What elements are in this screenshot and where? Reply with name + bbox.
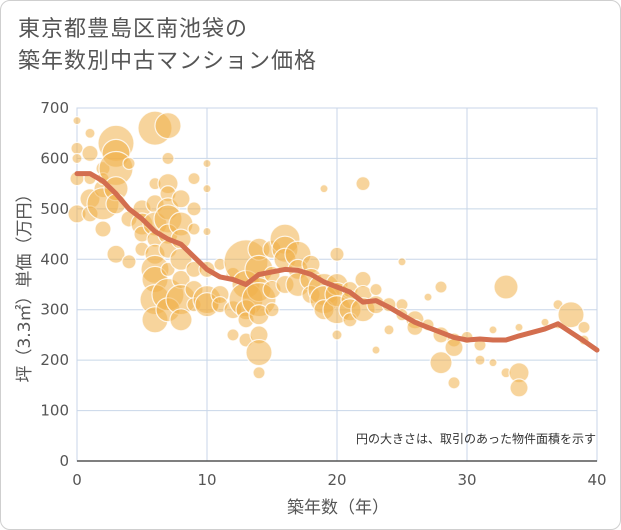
- data-bubble: [122, 156, 136, 171]
- data-bubble: [319, 184, 329, 194]
- data-bubble: [493, 274, 519, 300]
- data-bubble: [84, 127, 96, 139]
- data-bubble: [161, 151, 175, 166]
- data-bubble: [202, 184, 212, 194]
- x-tick-label: 20: [327, 471, 346, 489]
- data-bubble: [81, 144, 99, 162]
- data-bubble: [202, 158, 212, 169]
- data-bubble: [577, 320, 591, 334]
- average-price-line: [74, 171, 600, 353]
- data-bubble: [329, 246, 345, 262]
- y-tick-label: 400: [40, 250, 69, 268]
- y-tick-label: 600: [40, 149, 69, 167]
- y-tick-label: 500: [40, 200, 69, 218]
- data-bubble: [70, 141, 84, 155]
- chart-title-line2: 築年数別中古マンション価格: [18, 49, 318, 74]
- data-bubble: [397, 257, 407, 267]
- data-bubble: [245, 338, 273, 367]
- data-bubble: [72, 116, 82, 126]
- data-bubble: [488, 358, 498, 368]
- x-tick-label: 10: [197, 471, 216, 489]
- axes: 0 100 200 300 400 500 600 700 0 10 20 30 40: [40, 99, 606, 489]
- data-bubble: [371, 345, 381, 355]
- chart-title: 東京都豊島区南池袋の 築年数別中古マンション価格: [18, 14, 317, 78]
- data-bubble: [509, 378, 529, 398]
- data-bubble: [106, 244, 126, 264]
- data-bubble: [434, 280, 448, 294]
- data-bubble: [355, 176, 371, 192]
- data-bubble: [488, 325, 498, 335]
- x-axis-title: 築年数（年）: [287, 498, 389, 518]
- data-bubble: [369, 282, 383, 297]
- y-tick-label: 0: [59, 452, 69, 470]
- x-tick-label: 30: [457, 471, 476, 489]
- data-bubble: [331, 329, 343, 341]
- bubble-layer: [67, 110, 591, 398]
- data-bubble: [171, 189, 191, 209]
- data-bubble: [121, 254, 137, 270]
- data-bubble: [474, 354, 486, 366]
- data-bubble: [444, 337, 464, 358]
- data-bubble: [429, 351, 453, 375]
- y-tick-label: 200: [40, 351, 69, 369]
- data-bubble: [202, 226, 212, 237]
- y-tick-label: 100: [40, 402, 69, 420]
- data-bubble: [514, 322, 524, 332]
- y-tick-label: 700: [40, 99, 69, 117]
- data-bubble: [447, 376, 461, 390]
- data-bubble: [252, 366, 266, 380]
- data-bubble: [557, 301, 585, 329]
- data-bubble: [186, 201, 202, 217]
- y-tick-label: 300: [40, 301, 69, 319]
- data-bubble: [383, 324, 395, 336]
- y-axis-title: 坪（3.3㎡）単価（万円）: [15, 185, 35, 382]
- bubble-size-note: 円の大きさは、取引のあった物件面積を示す: [356, 431, 596, 446]
- x-tick-label: 40: [587, 471, 606, 489]
- data-bubble: [169, 308, 193, 332]
- data-bubble: [154, 112, 182, 140]
- data-bubble: [94, 220, 112, 238]
- data-bubble: [187, 222, 201, 236]
- data-bubble: [423, 292, 433, 302]
- data-bubble: [264, 302, 280, 318]
- data-bubble: [187, 172, 201, 186]
- data-bubble: [226, 328, 240, 342]
- data-bubble: [71, 152, 83, 165]
- x-tick-label: 0: [72, 471, 82, 489]
- chart-title-line1: 東京都豊島区南池袋の: [18, 17, 249, 42]
